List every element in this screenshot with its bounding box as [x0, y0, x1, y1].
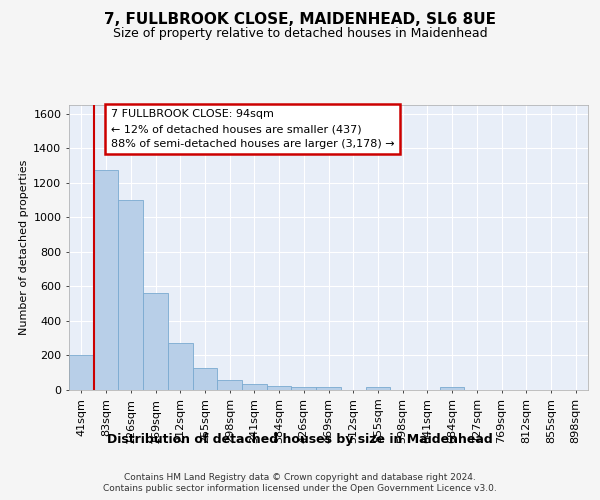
Bar [193, 368, 217, 390]
Bar [365, 388, 390, 390]
Bar [316, 388, 341, 390]
Bar [168, 344, 193, 390]
Text: Contains HM Land Registry data © Crown copyright and database right 2024.: Contains HM Land Registry data © Crown c… [124, 472, 476, 482]
Bar [94, 170, 118, 390]
Text: Contains public sector information licensed under the Open Government Licence v3: Contains public sector information licen… [103, 484, 497, 493]
Y-axis label: Number of detached properties: Number of detached properties [19, 160, 29, 335]
Bar [118, 200, 143, 390]
Bar [267, 386, 292, 390]
Bar [69, 356, 94, 390]
Bar [292, 388, 316, 390]
Bar [242, 384, 267, 390]
Text: Size of property relative to detached houses in Maidenhead: Size of property relative to detached ho… [113, 28, 487, 40]
Text: Distribution of detached houses by size in Maidenhead: Distribution of detached houses by size … [107, 432, 493, 446]
Bar [440, 388, 464, 390]
Text: 7, FULLBROOK CLOSE, MAIDENHEAD, SL6 8UE: 7, FULLBROOK CLOSE, MAIDENHEAD, SL6 8UE [104, 12, 496, 28]
Bar [217, 380, 242, 390]
Text: 7 FULLBROOK CLOSE: 94sqm
← 12% of detached houses are smaller (437)
88% of semi-: 7 FULLBROOK CLOSE: 94sqm ← 12% of detach… [110, 110, 394, 149]
Bar [143, 294, 168, 390]
